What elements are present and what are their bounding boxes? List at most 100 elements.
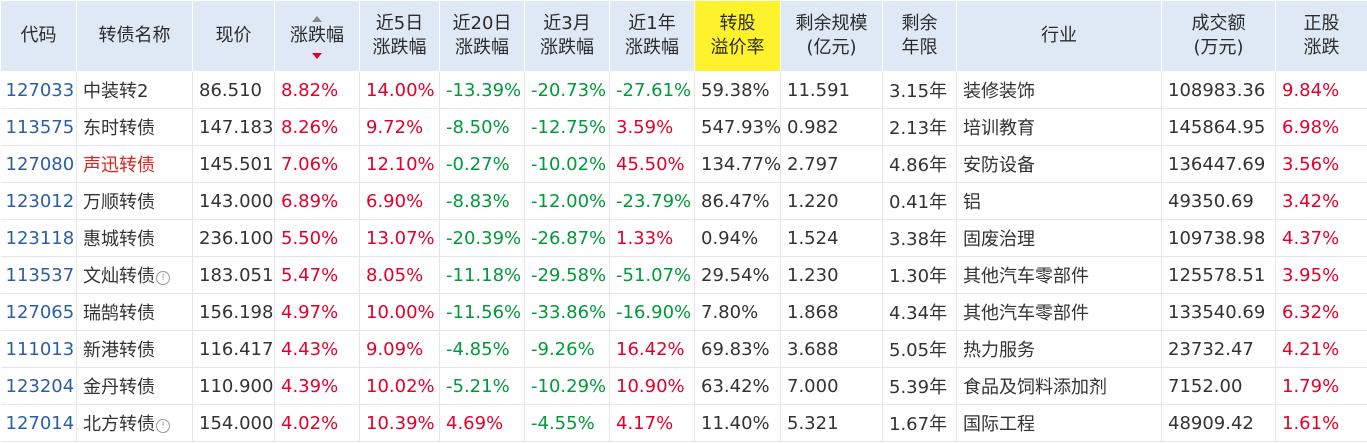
cell-change: 5.47% — [274, 256, 360, 294]
cell-name[interactable]: 万顺转债 — [76, 182, 193, 220]
cell-remaining-years: 2.13年 — [882, 108, 957, 146]
cell-industry: 国际工程 — [956, 404, 1162, 442]
cell-name[interactable]: 瑞鹄转债 — [76, 293, 193, 331]
cell-turnover: 49350.69 — [1161, 182, 1276, 220]
cell-change-3m: -10.29% — [524, 367, 610, 405]
cell-code[interactable]: 127033 — [0, 71, 77, 109]
cell-name[interactable]: 新港转债 — [76, 330, 193, 368]
cell-change-1y: -27.61% — [609, 71, 695, 109]
cell-code[interactable]: 123118 — [0, 219, 77, 257]
cell-code[interactable]: 113575 — [0, 108, 77, 146]
cell-turnover: 108983.36 — [1161, 71, 1276, 109]
cell-change-1y: 45.50% — [609, 145, 695, 183]
col-header-code[interactable]: 代码 — [0, 0, 77, 72]
col-header-premium-line2: 溢价率 — [710, 37, 765, 58]
table-row[interactable]: 113575 东时转债 147.183 8.26% 9.72% -8.50% -12.75%… — [0, 108, 1367, 146]
cell-remaining-size: 1.230 — [780, 256, 883, 294]
cell-name[interactable]: 文灿转债! — [76, 256, 193, 294]
cell-change-1y: 16.42% — [609, 330, 695, 368]
cell-change-3m: -4.55% — [524, 404, 610, 442]
cell-name[interactable]: 北方转债! — [76, 404, 193, 442]
bond-name[interactable]: 新港转债 — [83, 340, 155, 361]
cell-price: 156.198 — [192, 293, 275, 331]
table-row[interactable]: 127033 中装转2 86.510 8.82% 14.00% -13.39% -20.73… — [0, 71, 1367, 109]
col-header-change-20d[interactable]: 近20日 涨跌幅 — [439, 0, 525, 72]
col-header-stock-change[interactable]: 正股 涨跌 — [1275, 0, 1367, 72]
cell-code[interactable]: 111013 — [0, 330, 77, 368]
cell-change: 4.39% — [274, 367, 360, 405]
col-header-price[interactable]: 现价 — [192, 0, 275, 72]
table-row[interactable]: 127014 北方转债! 154.000 4.02% 10.39% 4.69% -4.55%… — [0, 404, 1367, 442]
table-row[interactable]: 111013 新港转债 116.417 4.43% 9.09% -4.85% -9.26% 1… — [0, 330, 1367, 368]
cell-name[interactable]: 声迅转债 — [76, 145, 193, 183]
bond-name[interactable]: 东时转债 — [83, 118, 155, 139]
header-row: 代码 转债名称 现价 涨跌幅 近5日 涨跌幅 近20日 涨跌幅 近3月 涨跌幅 近1年… — [0, 0, 1367, 72]
cell-premium: 134.77% — [694, 145, 781, 183]
col-header-change-1y-line1: 近1年 — [628, 13, 676, 34]
cell-turnover: 7152.00 — [1161, 367, 1276, 405]
bond-name[interactable]: 文灿转债 — [83, 266, 155, 287]
cell-name[interactable]: 中装转2 — [76, 71, 193, 109]
info-icon[interactable]: ! — [156, 419, 170, 433]
table-row[interactable]: 113537 文灿转债! 183.051 5.47% 8.05% -11.18% -29.5… — [0, 256, 1367, 294]
table-row[interactable]: 127080 声迅转债 145.501 7.06% 12.10% -0.27% -10.02… — [0, 145, 1367, 183]
col-header-change[interactable]: 涨跌幅 — [274, 0, 360, 72]
col-header-industry[interactable]: 行业 — [956, 0, 1162, 72]
cell-remaining-years: 5.05年 — [882, 330, 957, 368]
bond-name[interactable]: 万顺转债 — [83, 192, 155, 213]
cell-change-3m: -12.75% — [524, 108, 610, 146]
cell-name[interactable]: 惠城转债 — [76, 219, 193, 257]
col-header-change-3m[interactable]: 近3月 涨跌幅 — [524, 0, 610, 72]
table-row[interactable]: 123118 惠城转债 236.100 5.50% 13.07% -20.39% -26.8… — [0, 219, 1367, 257]
col-header-change-20d-line1: 近20日 — [452, 13, 512, 34]
table-row[interactable]: 123204 金丹转债 110.900 4.39% 10.02% -5.21% -10.29… — [0, 367, 1367, 405]
table-body: 127033 中装转2 86.510 8.82% 14.00% -13.39% -20.73… — [0, 71, 1367, 442]
cell-remaining-years: 1.67年 — [882, 404, 957, 442]
info-icon[interactable]: ! — [156, 271, 170, 285]
bond-name[interactable]: 声迅转债 — [83, 155, 155, 176]
col-header-change-5d[interactable]: 近5日 涨跌幅 — [359, 0, 440, 72]
cell-turnover: 133540.69 — [1161, 293, 1276, 331]
bond-name[interactable]: 瑞鹄转债 — [83, 303, 155, 324]
cell-remaining-years: 3.38年 — [882, 219, 957, 257]
cell-change-5d: 10.02% — [359, 367, 440, 405]
cell-change: 8.26% — [274, 108, 360, 146]
col-header-premium[interactable]: 转股 溢价率 — [694, 0, 781, 72]
cell-change-20d: -13.39% — [439, 71, 525, 109]
bond-name[interactable]: 金丹转债 — [83, 377, 155, 398]
cell-price: 116.417 — [192, 330, 275, 368]
cell-code[interactable]: 113537 — [0, 256, 77, 294]
col-header-turnover[interactable]: 成交额 (万元) — [1161, 0, 1276, 72]
table-row[interactable]: 123012 万顺转债 143.000 6.89% 6.90% -8.83% -12.00%… — [0, 182, 1367, 220]
cell-name[interactable]: 东时转债 — [76, 108, 193, 146]
col-header-turnover-line1: 成交额 — [1191, 13, 1246, 34]
bond-name[interactable]: 北方转债 — [83, 414, 155, 435]
bond-name[interactable]: 惠城转债 — [83, 229, 155, 250]
cell-change-3m: -10.02% — [524, 145, 610, 183]
cell-code[interactable]: 127014 — [0, 404, 77, 442]
cell-stock-change: 6.98% — [1275, 108, 1367, 146]
cell-change-5d: 9.72% — [359, 108, 440, 146]
cell-change-1y: 4.17% — [609, 404, 695, 442]
cell-price: 145.501 — [192, 145, 275, 183]
col-header-remaining-years[interactable]: 剩余 年限 — [882, 0, 957, 72]
cell-premium: 0.94% — [694, 219, 781, 257]
cell-industry: 其他汽车零部件 — [956, 256, 1162, 294]
cell-code[interactable]: 127065 — [0, 293, 77, 331]
cell-change-3m: -20.73% — [524, 71, 610, 109]
col-header-name[interactable]: 转债名称 — [76, 0, 193, 72]
col-header-change-1y[interactable]: 近1年 涨跌幅 — [609, 0, 695, 72]
bond-name[interactable]: 中装转2 — [83, 81, 149, 102]
cell-code[interactable]: 123204 — [0, 367, 77, 405]
cell-remaining-years: 1.30年 — [882, 256, 957, 294]
cell-change-5d: 10.00% — [359, 293, 440, 331]
col-header-remaining-size[interactable]: 剩余规模 (亿元) — [780, 0, 883, 72]
table-row[interactable]: 127065 瑞鹄转债 156.198 4.97% 10.00% -11.56% -33.8… — [0, 293, 1367, 331]
cell-premium: 59.38% — [694, 71, 781, 109]
cell-code[interactable]: 123012 — [0, 182, 77, 220]
cell-code[interactable]: 127080 — [0, 145, 77, 183]
cell-industry: 热力服务 — [956, 330, 1162, 368]
cell-name[interactable]: 金丹转债 — [76, 367, 193, 405]
cell-industry: 食品及饲料添加剂 — [956, 367, 1162, 405]
